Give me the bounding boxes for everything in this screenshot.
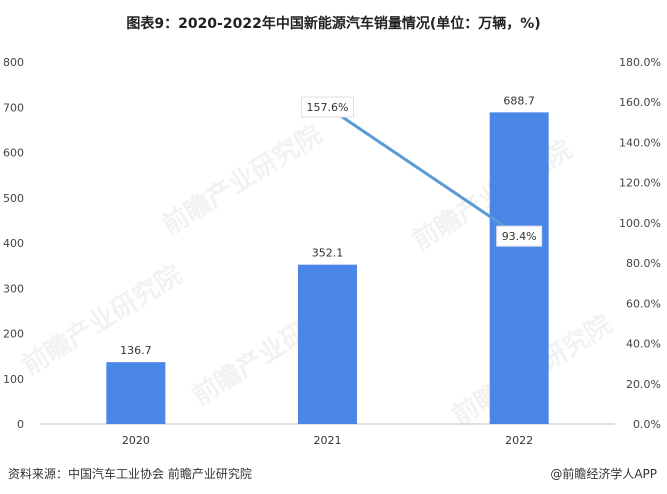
y-right-tick-label: 180.0% — [619, 56, 661, 69]
x-tick-label: 2021 — [314, 434, 342, 447]
bar-value-label: 688.7 — [503, 94, 535, 107]
bar — [106, 362, 166, 424]
bar-value-label: 136.7 — [120, 344, 152, 357]
line-label-box — [301, 96, 354, 118]
y-right-tick-label: 60.0% — [626, 297, 661, 310]
y-left-tick-label: 100 — [3, 373, 24, 386]
growth-rate-line — [326, 105, 521, 238]
y-right-tick-label: 160.0% — [619, 96, 661, 109]
bar-value-label: 352.1 — [312, 247, 344, 260]
y-left-tick-label: 500 — [3, 192, 24, 205]
bar — [298, 264, 357, 424]
chart-title: 图表9：2020-2022年中国新能源汽车销量情况(单位：万辆，%) — [126, 16, 541, 32]
y-left-tick-label: 300 — [3, 282, 24, 295]
y-left-tick-label: 0 — [17, 418, 24, 431]
x-tick-label: 2020 — [122, 434, 150, 447]
line-value-label: 157.6% — [307, 101, 349, 114]
y-left-tick-label: 400 — [3, 237, 24, 250]
y-left-tick-label: 800 — [3, 56, 24, 69]
y-right-tick-label: 80.0% — [626, 257, 661, 270]
line-label-box — [496, 225, 543, 247]
x-tick-label: 2022 — [505, 434, 533, 447]
y-right-tick-label: 120.0% — [619, 177, 661, 190]
y-right-tick-label: 0.0% — [633, 418, 661, 431]
y-left-tick-label: 200 — [3, 328, 24, 341]
y-right-tick-label: 20.0% — [626, 378, 661, 391]
source-note: 资料来源：中国汽车工业协会 前瞻产业研究院 — [8, 467, 252, 481]
line-value-label: 93.4% — [502, 230, 537, 243]
y-right-tick-label: 40.0% — [626, 338, 661, 351]
y-right-tick-label: 140.0% — [619, 136, 661, 149]
y-right-tick-label: 100.0% — [619, 217, 661, 230]
credit-note: @前瞻经济学人APP — [550, 467, 657, 481]
y-left-tick-label: 600 — [3, 147, 24, 160]
y-left-tick-label: 700 — [3, 101, 24, 114]
bar — [489, 112, 549, 424]
